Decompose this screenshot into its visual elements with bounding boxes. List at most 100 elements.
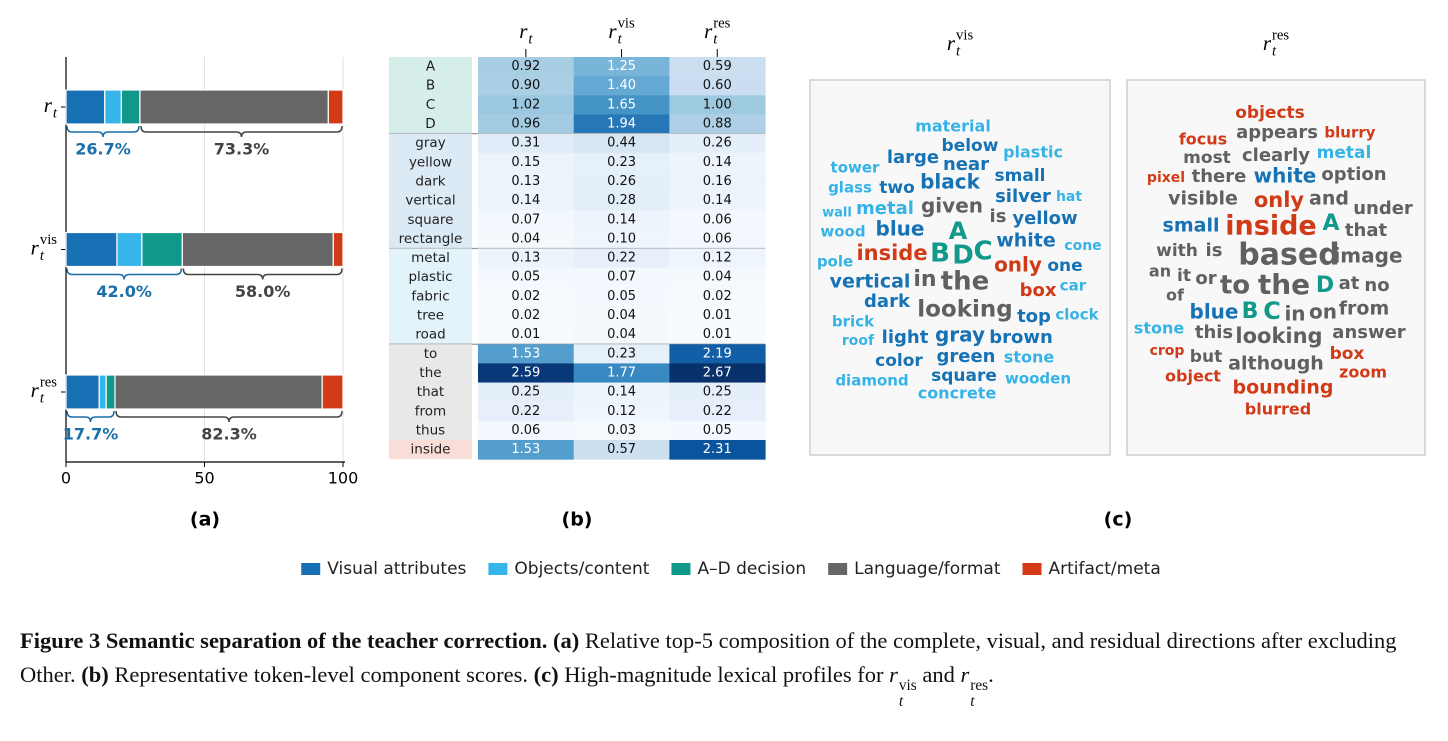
heatmap-cell: [573, 363, 670, 384]
row-label: inside: [411, 442, 451, 458]
cell-label: 0.13: [511, 174, 540, 189]
cloud-word: visible: [1168, 188, 1238, 210]
cell-label: 0.07: [607, 270, 636, 285]
cloud-word: concrete: [918, 384, 997, 403]
legend-swatch: [488, 563, 508, 575]
cell-label: 1.94: [607, 117, 636, 132]
cloud-word: bounding: [1233, 377, 1334, 399]
bar-segment: [181, 231, 334, 268]
cloud-word: the: [941, 267, 990, 297]
math-sub: t: [53, 106, 58, 122]
cloud-word: D: [1316, 273, 1334, 298]
heatmap-cell: [478, 133, 575, 154]
cell-label: 0.04: [703, 270, 732, 285]
cell-label: 0.31: [511, 136, 540, 151]
heatmap-cell: [478, 420, 575, 441]
cell-label: 0.59: [703, 59, 732, 74]
cloud-word: although: [1228, 353, 1324, 375]
row-label: dark: [415, 173, 445, 189]
cell-label: 0.06: [703, 231, 732, 246]
cloud-word: answer: [1332, 322, 1406, 343]
cloud-word: image: [1333, 244, 1402, 268]
cloud-word: focus: [1179, 130, 1227, 149]
cloud-word: black: [920, 170, 981, 194]
cloud-word: below: [942, 136, 999, 156]
row-label: road: [415, 327, 445, 343]
heatmap-cell: [573, 133, 670, 154]
cloud-word: wall: [822, 206, 852, 221]
heatmap-cell: [669, 57, 766, 77]
brace: [140, 125, 343, 138]
cloud-word: stone: [1134, 319, 1185, 338]
cloud-word: in: [1284, 302, 1305, 326]
cell-label: 0.14: [703, 155, 732, 170]
bar-segment: [65, 231, 118, 268]
heatmap-cell: [478, 191, 575, 211]
math-sup: vis: [40, 232, 57, 248]
cloud-word: of: [1166, 286, 1185, 305]
x-tick-label: 100: [328, 469, 359, 488]
cloud-word: square: [931, 366, 997, 386]
row-label: plastic: [408, 269, 452, 285]
math-sub: t: [40, 248, 45, 264]
cloud-box: [809, 79, 1111, 456]
cloud-word: car: [1060, 277, 1087, 295]
cloud-word: yellow: [1012, 208, 1077, 229]
group-label: 82.3%: [201, 425, 257, 444]
cloud-word: gray: [935, 323, 985, 347]
cloud-word: glass: [828, 179, 872, 197]
brace: [182, 268, 343, 280]
cell-label: 0.04: [511, 231, 540, 246]
heatmap-cell: [573, 95, 670, 115]
heatmap-cell: [573, 344, 670, 364]
cell-label: 0.04: [607, 327, 636, 342]
row-label: rectangle: [399, 231, 463, 247]
cell-label: 0.92: [511, 59, 540, 74]
cloud-word: metal: [856, 198, 914, 219]
math-sub: t: [1272, 44, 1277, 60]
caption: Figure 3 Semantic separation of the teac…: [20, 624, 1435, 710]
heatmap-cell: [478, 114, 575, 135]
cell-label: 1.53: [511, 442, 540, 457]
cell-label: 1.02: [511, 97, 540, 112]
heatmap-cell: [573, 420, 670, 441]
bar-segment: [120, 89, 141, 125]
caption-text: (c): [533, 662, 559, 687]
cloud-word: pixel: [1147, 170, 1185, 186]
heatmap-cell: [478, 325, 575, 345]
heatmap-cell: [573, 305, 670, 326]
cell-label: 0.25: [703, 385, 732, 400]
heatmap-cell: [669, 229, 766, 249]
heatmap-cell: [478, 401, 575, 422]
cell-label: 0.06: [703, 212, 732, 227]
group-label: 73.3%: [214, 140, 270, 159]
group-label: 17.7%: [63, 425, 119, 444]
cell-label: 0.14: [511, 193, 540, 208]
bar-segment: [327, 89, 344, 125]
heatmap-cell: [573, 114, 670, 135]
cloud-word: two: [879, 178, 915, 198]
math-sub: t: [40, 391, 45, 407]
legend-label: A–D decision: [697, 559, 806, 579]
cell-label: 0.22: [703, 404, 732, 419]
cloud-word: on: [1309, 300, 1337, 324]
heatmap-cell: [573, 57, 670, 77]
heatmap-cell: [669, 401, 766, 422]
heatmap-cell: [573, 325, 670, 345]
legend-label: Visual attributes: [327, 559, 466, 579]
cloud-word: small: [1163, 215, 1220, 237]
cell-label: 0.07: [511, 212, 540, 227]
cell-label: 0.10: [607, 231, 636, 246]
heatmap-cell: [573, 401, 670, 422]
cloud-word: D: [952, 241, 974, 271]
math-sub: t: [713, 32, 718, 48]
cloud-word: B: [1242, 299, 1259, 324]
caption-math: r vis t: [889, 662, 917, 709]
bar-segment: [141, 231, 183, 268]
math-base: r: [31, 378, 40, 402]
cloud-word: C: [973, 237, 992, 267]
row-label: gray: [415, 135, 445, 151]
